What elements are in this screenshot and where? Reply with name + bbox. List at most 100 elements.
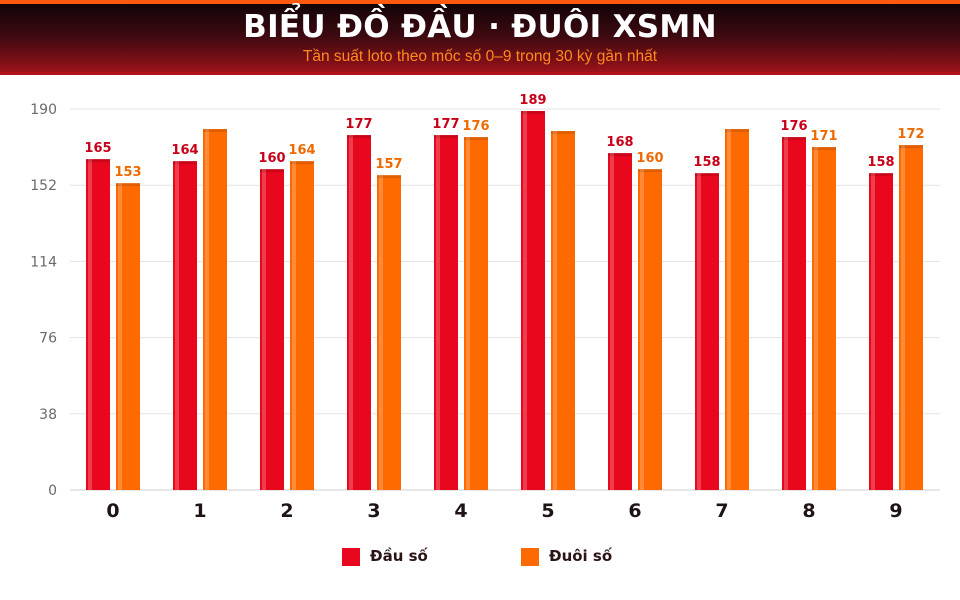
y-axis-ticks: 0 38 76 114 152 190: [30, 102, 57, 499]
data-label: 171: [810, 129, 837, 144]
bar-cap: [638, 169, 662, 173]
x-tick-label: 1: [193, 500, 206, 522]
bar-dau: [347, 135, 371, 490]
data-label: 164: [288, 143, 315, 158]
bar-dau: [260, 169, 284, 490]
bar-cap: [464, 137, 488, 141]
bar-fill: [608, 153, 632, 490]
bar-highlight: [349, 135, 353, 490]
x-tick-label: 2: [280, 500, 293, 522]
bar-cap: [521, 111, 545, 115]
bar-cap: [116, 183, 140, 187]
bar-highlight: [640, 169, 644, 490]
bar-fill: [464, 137, 488, 491]
bar-dau: [521, 111, 545, 491]
bar-cap: [869, 173, 893, 177]
data-label: 189: [519, 93, 546, 108]
bar-highlight: [379, 175, 383, 490]
bar-highlight: [436, 135, 440, 490]
x-tick-label: 8: [802, 500, 815, 522]
x-tick-label: 6: [628, 500, 641, 522]
bar-highlight: [205, 129, 209, 491]
legend-swatch-dau: [342, 548, 360, 566]
x-tick-label: 5: [541, 500, 554, 522]
data-label: 165: [84, 141, 111, 156]
bar-cap: [86, 159, 110, 163]
data-label: 160: [636, 151, 663, 166]
data-label: 177: [345, 117, 372, 132]
bar-dau: [86, 159, 110, 490]
bar-duoi: [377, 175, 401, 490]
bar-cap: [203, 129, 227, 133]
bar-fill: [203, 129, 227, 491]
chart-header: BIỂU ĐỒ ĐẦU · ĐUÔI XSMN Tần suất loto th…: [0, 0, 960, 75]
chart-title: BIỂU ĐỒ ĐẦU · ĐUÔI XSMN: [243, 9, 717, 45]
bar-highlight: [871, 173, 875, 490]
bar-highlight: [697, 173, 701, 490]
gridlines: [70, 108, 940, 491]
bar-highlight: [814, 147, 818, 490]
bar-fill: [869, 173, 893, 490]
bar-duoi: [725, 129, 749, 491]
data-label: 176: [780, 119, 807, 134]
bar-cap: [377, 175, 401, 179]
bar-highlight: [88, 159, 92, 490]
bar-fill: [521, 111, 545, 491]
bar-fill: [86, 159, 110, 490]
bar-highlight: [466, 137, 470, 491]
legend-swatch-duoi: [521, 548, 539, 566]
bar-fill: [638, 169, 662, 490]
bar-fill: [173, 161, 197, 490]
bar-fill: [782, 137, 806, 491]
x-tick-label: 3: [367, 500, 380, 522]
bar-duoi: [638, 169, 662, 490]
y-tick-label: 0: [48, 483, 57, 499]
bar-duoi: [116, 183, 140, 490]
chart-subtitle: Tần suất loto theo mốc số 0–9 trong 30 k…: [302, 48, 658, 65]
bar-dau: [434, 135, 458, 490]
y-tick-label: 38: [39, 407, 57, 423]
bar-highlight: [262, 169, 266, 490]
x-tick-label: 4: [454, 500, 467, 522]
bar-fill: [260, 169, 284, 490]
bar-fill: [812, 147, 836, 490]
x-tick-label: 7: [715, 500, 728, 522]
bar-cap: [608, 153, 632, 157]
bar-fill: [899, 145, 923, 491]
bar-highlight: [901, 145, 905, 491]
bar-highlight: [292, 161, 296, 490]
bar-duoi: [812, 147, 836, 490]
bar-fill: [290, 161, 314, 490]
bar-highlight: [118, 183, 122, 490]
bar-cap: [347, 135, 371, 139]
bar-dau: [869, 173, 893, 490]
data-label: 168: [606, 135, 633, 150]
bar-cap: [173, 161, 197, 165]
bar-duoi: [551, 131, 575, 490]
x-tick-label: 9: [889, 500, 902, 522]
data-label: 176: [462, 119, 489, 134]
bar-dau: [782, 137, 806, 491]
bar-fill: [377, 175, 401, 490]
legend-label-duoi: Đuôi số: [549, 547, 613, 565]
bar-fill: [116, 183, 140, 490]
data-label: 158: [693, 155, 720, 170]
bars: [86, 111, 923, 491]
bar-duoi: [464, 137, 488, 491]
data-label: 177: [432, 117, 459, 132]
data-label: 172: [897, 127, 924, 142]
bar-cap: [812, 147, 836, 151]
bar-duoi: [899, 145, 923, 491]
data-label: 157: [375, 157, 402, 172]
bar-highlight: [523, 111, 527, 491]
y-tick-label: 76: [39, 331, 57, 347]
bar-fill: [695, 173, 719, 490]
bar-fill: [551, 131, 575, 490]
bar-duoi: [203, 129, 227, 491]
bar-fill: [725, 129, 749, 491]
bar-dau: [608, 153, 632, 490]
bar-duoi: [290, 161, 314, 490]
y-tick-label: 152: [30, 178, 57, 194]
